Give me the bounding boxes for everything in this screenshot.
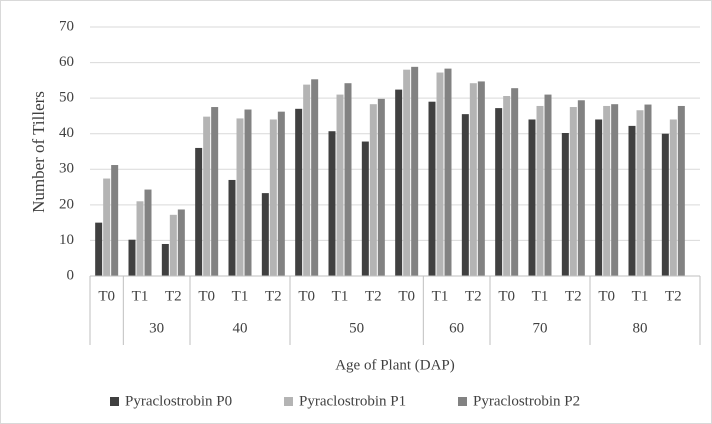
bar: [403, 69, 411, 276]
y-axis-title: Number of Tillers: [29, 91, 48, 213]
y-tick-label: 20: [59, 196, 74, 212]
y-tick-label: 40: [59, 125, 74, 141]
bar: [628, 125, 636, 276]
bar: [611, 104, 619, 276]
bar: [236, 118, 244, 276]
legend-swatch: [284, 397, 293, 406]
bar: [411, 66, 419, 276]
bar: [561, 133, 569, 276]
x-tick-label: T2: [665, 288, 682, 304]
x-axis-title: Age of Plant (DAP): [335, 357, 455, 373]
bar: [636, 110, 644, 276]
bar: [644, 104, 652, 276]
group-label: 80: [633, 320, 648, 336]
bar: [177, 209, 185, 276]
x-tick-label: T1: [332, 288, 349, 304]
bar: [103, 178, 111, 276]
bar: [569, 107, 577, 277]
group-label: 30: [149, 320, 164, 336]
y-tick-label: 10: [59, 232, 74, 248]
legend-label: Pyraclostrobin P0: [125, 393, 232, 409]
bar: [595, 119, 603, 276]
bar: [336, 94, 344, 276]
x-tick-label: T1: [232, 288, 249, 304]
y-tick-label: 30: [59, 161, 74, 177]
group-label: 40: [233, 320, 248, 336]
y-tick-label: 60: [59, 54, 74, 70]
y-tick-label: 70: [59, 18, 74, 34]
bar: [503, 96, 511, 276]
x-tick-label: T1: [132, 288, 149, 304]
bar: [395, 89, 403, 276]
x-tick-label: T0: [198, 288, 215, 304]
bar: [211, 107, 219, 277]
bar: [544, 94, 552, 276]
bar: [269, 119, 277, 276]
legend-label: Pyraclostrobin P1: [299, 393, 406, 409]
bar: [377, 98, 385, 277]
bar: [528, 119, 536, 276]
bar: [295, 108, 303, 276]
x-tick-label: T1: [632, 288, 649, 304]
bar: [477, 81, 485, 276]
legend-swatch: [458, 397, 467, 406]
bar: [203, 116, 211, 276]
x-tick-label: T0: [98, 288, 115, 304]
legend-label: Pyraclostrobin P2: [473, 393, 580, 409]
bar: [228, 179, 236, 276]
bar: [261, 193, 269, 276]
bar: [669, 119, 677, 276]
bar: [469, 83, 477, 277]
bar: [436, 72, 444, 276]
x-tick-label: T2: [565, 288, 582, 304]
bar: [277, 111, 285, 276]
bar: [111, 165, 119, 276]
legend-swatch: [110, 397, 119, 406]
group-label: 60: [449, 320, 464, 336]
y-tick-label: 50: [59, 90, 74, 106]
bar: [311, 79, 319, 276]
bar: [344, 83, 352, 277]
bar: [603, 105, 611, 277]
bar: [495, 108, 503, 276]
bar: [195, 147, 203, 276]
bar: [677, 105, 685, 277]
group-label: 50: [349, 320, 364, 336]
bar: [161, 243, 169, 276]
bar: [536, 105, 544, 277]
bar: [128, 239, 136, 276]
x-tick-label: T1: [532, 288, 549, 304]
bar: [428, 101, 436, 276]
bar: [328, 131, 336, 276]
bar: [361, 141, 369, 276]
bar: [461, 114, 469, 277]
bar: [303, 84, 311, 276]
x-tick-label: T0: [398, 288, 415, 304]
x-tick-label: T0: [298, 288, 315, 304]
x-tick-label: T0: [598, 288, 615, 304]
bar: [369, 104, 377, 276]
bar: [244, 109, 252, 276]
y-tick-label: 0: [67, 267, 75, 283]
x-tick-label: T0: [498, 288, 515, 304]
bar: [577, 100, 585, 276]
x-tick-label: T2: [265, 288, 282, 304]
x-tick-label: T1: [432, 288, 449, 304]
group-label: 70: [533, 320, 548, 336]
bar: [95, 222, 103, 276]
bar: [444, 68, 452, 277]
bar: [136, 201, 144, 276]
x-tick-label: T2: [165, 288, 182, 304]
bar: [661, 133, 669, 276]
x-tick-label: T2: [465, 288, 482, 304]
bar: [169, 214, 177, 276]
x-tick-label: T2: [365, 288, 382, 304]
bar: [511, 88, 519, 276]
bar: [144, 189, 152, 276]
